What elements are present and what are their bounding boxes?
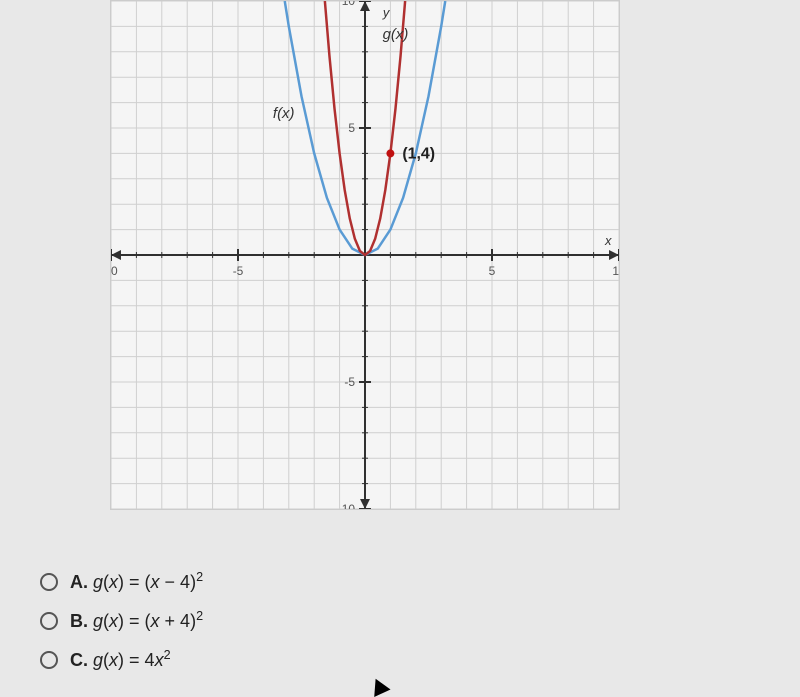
svg-text:10: 10 <box>612 264 619 278</box>
svg-text:f(x): f(x) <box>273 105 295 122</box>
answer-expression: g(x) = (x − 4)2 <box>93 572 203 592</box>
svg-text:(1,4): (1,4) <box>402 145 435 162</box>
radio-icon <box>40 651 58 669</box>
answer-option-a[interactable]: A. g(x) = (x − 4)2 <box>40 570 203 593</box>
radio-icon <box>40 573 58 591</box>
svg-text:-5: -5 <box>344 375 355 389</box>
svg-text:g(x): g(x) <box>383 26 409 43</box>
answer-label: A. g(x) = (x − 4)2 <box>70 570 203 593</box>
svg-text:10: 10 <box>111 264 118 278</box>
answer-label: B. g(x) = (x + 4)2 <box>70 609 203 632</box>
svg-text:5: 5 <box>348 121 355 135</box>
svg-text:x: x <box>604 233 612 248</box>
answers-group: A. g(x) = (x − 4)2 B. g(x) = (x + 4)2 C.… <box>40 570 203 671</box>
answer-letter: A. <box>70 572 88 592</box>
answer-option-c[interactable]: C. g(x) = 4x2 <box>40 648 203 671</box>
answer-label: C. g(x) = 4x2 <box>70 648 171 671</box>
answer-letter: B. <box>70 611 88 631</box>
answer-option-b[interactable]: B. g(x) = (x + 4)2 <box>40 609 203 632</box>
answer-expression: g(x) = 4x2 <box>93 650 171 670</box>
graph-container: 10-5510-10-5510xyf(x)g(x)(1,4) <box>110 0 620 510</box>
radio-icon <box>40 612 58 630</box>
svg-text:10: 10 <box>342 1 356 8</box>
svg-text:-5: -5 <box>233 264 244 278</box>
mouse-cursor-icon <box>367 675 390 697</box>
svg-text:5: 5 <box>489 264 496 278</box>
graph-svg: 10-5510-10-5510xyf(x)g(x)(1,4) <box>111 1 619 509</box>
answer-expression: g(x) = (x + 4)2 <box>93 611 203 631</box>
svg-text:-10: -10 <box>338 502 356 509</box>
answer-letter: C. <box>70 650 88 670</box>
